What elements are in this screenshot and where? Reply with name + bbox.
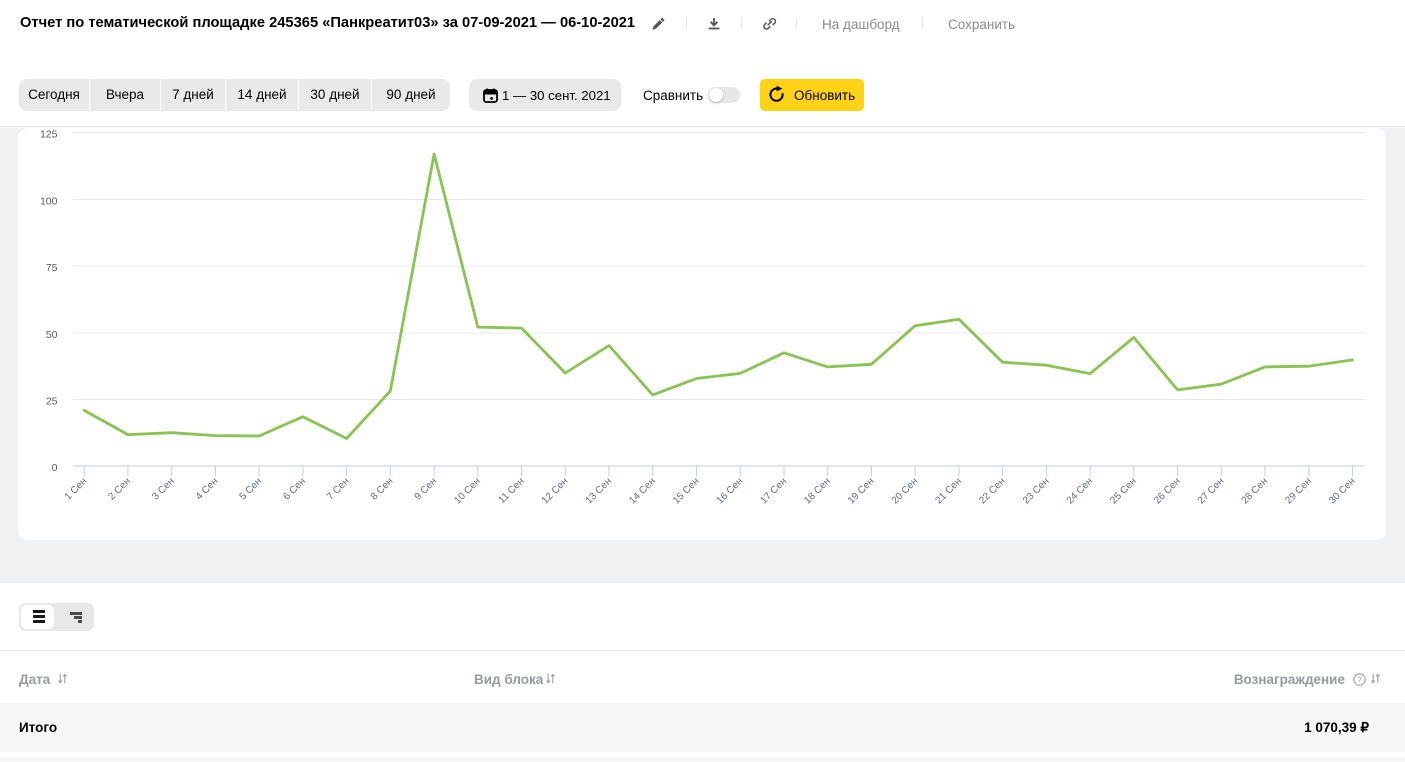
svg-text:?: ? xyxy=(1357,674,1362,684)
